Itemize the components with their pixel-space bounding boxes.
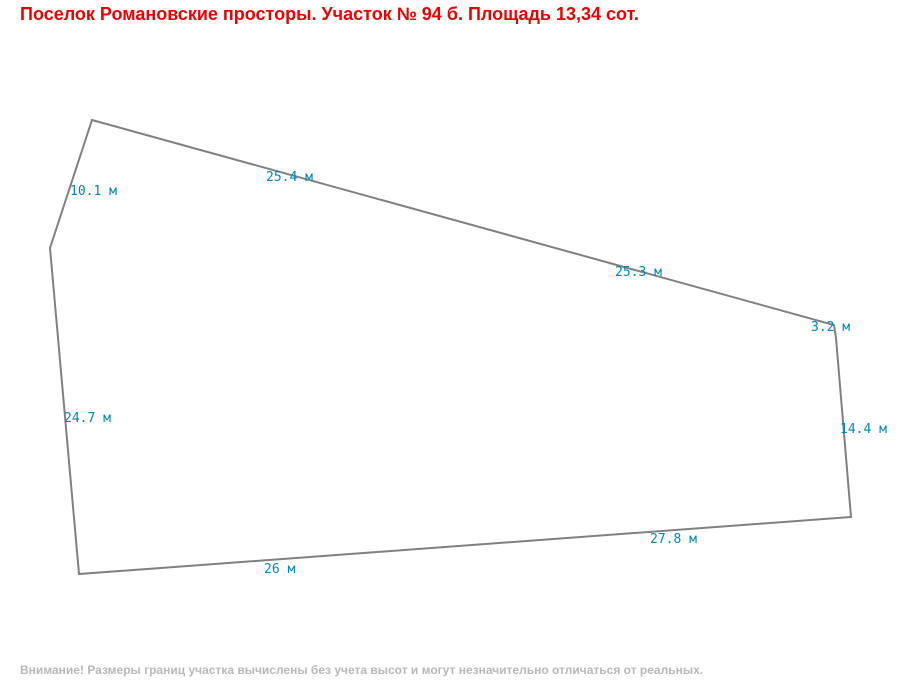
dimension-label-8: 24.7 м — [64, 411, 111, 426]
page-title: Поселок Романовские просторы. Участок № … — [20, 4, 639, 24]
accuracy-notice: Внимание! Размеры границ участка вычисле… — [20, 663, 704, 677]
dimension-label-7: 26 м — [264, 562, 296, 577]
dimension-label-4: 3.2 м — [811, 320, 851, 335]
plot-boundary — [48, 118, 853, 576]
dimension-label-1: 10.1 м — [70, 184, 117, 199]
dimension-label-2: 25.4 м — [266, 170, 313, 185]
dimension-label-5: 14.4 м — [840, 422, 887, 437]
dimension-label-3: 25.3 м — [615, 265, 662, 280]
dimension-label-6: 27.8 м — [650, 532, 697, 547]
